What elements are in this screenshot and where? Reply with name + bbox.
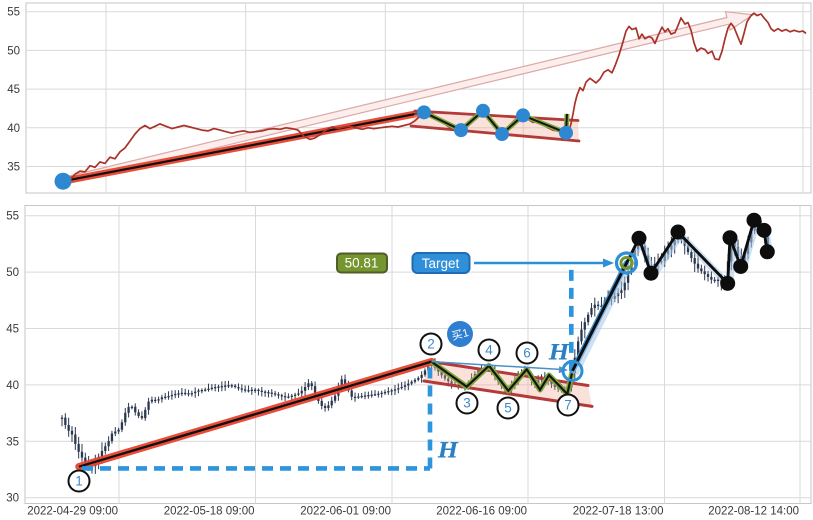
y-tick-label: 50 xyxy=(7,45,20,57)
swing-high-low-dot xyxy=(733,258,749,274)
swing-high-low-dot xyxy=(631,230,647,246)
y-tick-label: 30 xyxy=(6,493,19,505)
flag-pivot-dot xyxy=(454,123,468,138)
target-price-badge[interactable]: 50.81 xyxy=(335,252,388,274)
flag-pivot-dot xyxy=(476,103,490,118)
y-tick-label: 35 xyxy=(7,162,20,174)
swing-high-low-dot xyxy=(759,244,775,260)
x-tick-label: 2022-04-29 09:00 xyxy=(27,506,118,518)
top-swing-dots[interactable] xyxy=(54,103,574,190)
start-point-dot xyxy=(54,172,72,190)
y-tick-label: 45 xyxy=(6,324,19,336)
height-label-right: H xyxy=(549,339,569,365)
pattern-point-7[interactable]: 7 xyxy=(556,393,580,417)
flag-pivot-dot xyxy=(495,126,509,141)
target-price-dot xyxy=(619,255,634,270)
flag-pivot-dot xyxy=(417,105,431,120)
x-tick-label: 2022-05-18 09:00 xyxy=(164,506,255,518)
y-tick-label: 40 xyxy=(6,380,19,392)
swing-high-low-dot xyxy=(756,222,772,238)
x-tick-label: 2022-06-01 09:00 xyxy=(300,506,391,518)
x-tick-label: 2022-08-12 14:00 xyxy=(708,506,799,518)
y-tick-label: 55 xyxy=(6,211,19,223)
target-label-badge[interactable]: Target xyxy=(411,252,470,274)
pattern-point-4[interactable]: 4 xyxy=(477,338,501,361)
swing-high-low-dot xyxy=(670,224,686,240)
pattern-point-6[interactable]: 6 xyxy=(515,341,539,364)
swing-high-low-dot xyxy=(746,212,762,228)
y-tick-label: 40 xyxy=(7,123,20,135)
swing-high-low-dot xyxy=(720,275,736,291)
top-pole-trendline xyxy=(59,108,428,185)
pattern-point-2[interactable]: 2 xyxy=(419,332,443,355)
flag-pivot-dot xyxy=(516,108,530,123)
target-markers[interactable] xyxy=(474,251,639,382)
post-breakout-swing xyxy=(569,212,775,376)
pattern-point-5[interactable]: 5 xyxy=(496,396,520,419)
swing-high-low-dot xyxy=(643,265,659,281)
pattern-point-3[interactable]: 3 xyxy=(455,391,479,414)
x-axis-labels: 2022-04-29 09:00 2022-05-18 09:00 2022-06-… xyxy=(27,506,799,518)
pattern-point-1[interactable]: 1 xyxy=(67,469,91,493)
bottom-flag-zigzag xyxy=(429,359,576,397)
height-label-left: H xyxy=(438,437,458,463)
measure-dashed-lines xyxy=(82,262,574,471)
y-tick-label: 35 xyxy=(6,436,19,448)
y-tick-label: 45 xyxy=(7,84,20,96)
bottom-pole-trendline xyxy=(75,357,436,471)
y-tick-label: 50 xyxy=(6,267,19,279)
breakout-ring xyxy=(561,359,584,382)
target-ring xyxy=(614,251,639,275)
swing-high-low-dot xyxy=(722,230,738,246)
x-tick-label: 2022-07-18 13:00 xyxy=(573,506,664,518)
flag-pivot-dot xyxy=(559,125,573,140)
x-tick-label: 2022-06-16 09:00 xyxy=(436,506,527,518)
y-tick-label: 55 xyxy=(7,7,20,19)
